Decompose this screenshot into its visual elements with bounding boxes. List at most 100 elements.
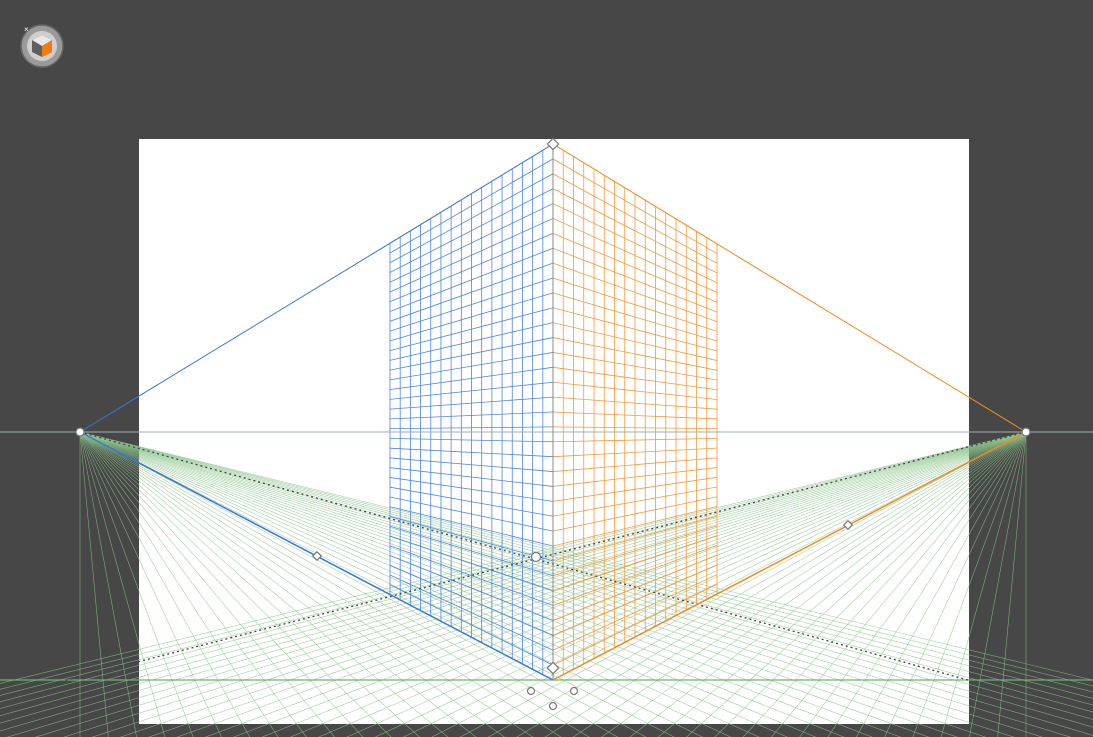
- right-plane-widget[interactable]: [569, 686, 579, 696]
- ground-grid-line: [79, 431, 1093, 699]
- ground-grid-line: [79, 431, 307, 737]
- ground-grid-line: [79, 431, 137, 737]
- ground-grid-line: [79, 431, 279, 737]
- ground-grid-line: [79, 431, 1093, 736]
- handles: [75, 137, 1031, 711]
- ground-grid-line: [79, 431, 1093, 681]
- guide-dotted-right: [59, 431, 1027, 683]
- ground-grid-line: [79, 431, 647, 737]
- ground-grid-line: [148, 431, 1027, 737]
- ground-grid-line: [686, 431, 1027, 737]
- ground-grid-line: [79, 431, 335, 737]
- ground-grid-line: [91, 431, 1027, 737]
- ground-grid-line: [79, 431, 1043, 737]
- ground-grid-line: [0, 431, 1027, 732]
- ground-grid-line: [0, 431, 1027, 684]
- ground-grid-line: [572, 431, 1027, 737]
- ground-grid-line: [79, 431, 505, 737]
- ground-grid-line: [63, 431, 1027, 737]
- ground-grid-line: [79, 431, 958, 737]
- ground-grid-line: [79, 431, 1093, 728]
- left-extent-handle[interactable]: [311, 550, 323, 562]
- ground-grid-line: [79, 431, 590, 737]
- ground-grid-line: [799, 431, 1027, 737]
- ground-grid-line: [79, 431, 364, 737]
- ground-grid-line: [79, 431, 788, 737]
- ground-grid-line: [233, 431, 1027, 737]
- ground-grid-line: [119, 431, 1027, 737]
- plane-switching-widget[interactable]: ×: [20, 24, 64, 68]
- ground-grid-line: [0, 431, 1027, 724]
- ground-grid-line: [827, 431, 1027, 737]
- ground-grid-line: [629, 431, 1027, 737]
- left-vanishing-point[interactable]: [75, 427, 85, 437]
- ground-grid-line: [884, 431, 1027, 737]
- ground-grid-line: [79, 431, 420, 737]
- ground-grid-line: [79, 431, 675, 737]
- ground-grid-line: [374, 431, 1027, 737]
- ground-grid-line: [6, 431, 1027, 737]
- ground-grid-line: [79, 431, 619, 737]
- ground-grid-line: [79, 431, 449, 737]
- ground-handle[interactable]: [546, 661, 560, 675]
- ground-grid-line: [657, 431, 1027, 737]
- left-top-edge: [79, 143, 554, 433]
- ground-grid-line: [742, 431, 1027, 737]
- ground-grid-line: [969, 431, 1027, 737]
- ground-grid-line: [0, 431, 1027, 716]
- ground-grid-line: [79, 431, 1093, 706]
- ground-grid-line: [79, 431, 873, 737]
- ground-grid-line: [289, 431, 1027, 737]
- ground-grid-line: [204, 431, 1027, 737]
- ground-grid-line: [79, 431, 1093, 720]
- right-extent-handle[interactable]: [842, 519, 854, 531]
- ground-grid-line: [0, 431, 1027, 690]
- ground-grid-line: [79, 431, 930, 737]
- right-ground-edge: [552, 431, 1027, 681]
- ground-grid-line: [0, 431, 1027, 696]
- grid-cell-handle[interactable]: [530, 551, 542, 563]
- ground-grid-line: [997, 431, 1027, 737]
- ground-grid-line: [0, 431, 1027, 703]
- ground-grid-line: [403, 431, 1027, 737]
- right-vanishing-point[interactable]: [1021, 427, 1031, 437]
- ground-grid-line: [912, 431, 1027, 737]
- ground-grid-line: [855, 431, 1027, 737]
- ground-grid-line: [79, 431, 703, 737]
- ground-grid-line: [79, 431, 1015, 737]
- ground-grid-line: [79, 431, 392, 737]
- ground-grid-line: [544, 431, 1027, 737]
- ground-grid-line: [176, 431, 1027, 737]
- ground-plane-widget[interactable]: [548, 701, 558, 711]
- ground-grid-line: [601, 431, 1027, 737]
- ground-grid-line: [714, 431, 1027, 737]
- widget-top-face: [32, 35, 52, 46]
- ground-grid-line: [34, 431, 1027, 737]
- ground-grid-line: [79, 431, 477, 737]
- ground-grid-line: [79, 431, 222, 737]
- ground-grid-line: [79, 431, 902, 737]
- ground-grid-line: [79, 431, 817, 737]
- ground-grid-line: [79, 431, 534, 737]
- ground-grid-line: [79, 431, 1093, 687]
- ground-grid-line: [516, 431, 1027, 737]
- ground-grid-line: [771, 431, 1027, 737]
- left-plane-widget[interactable]: [526, 686, 536, 696]
- ground-grid-line: [79, 431, 166, 737]
- ground-grid-line: [346, 431, 1027, 737]
- ground-grid-line: [318, 431, 1027, 737]
- ground-grid-line: [431, 431, 1027, 737]
- ground-grid-line: [79, 431, 194, 737]
- ground-grid-line: [79, 431, 562, 737]
- top-handle[interactable]: [546, 137, 560, 151]
- widget-close[interactable]: ×: [24, 25, 29, 34]
- widget-active-face: [42, 40, 52, 57]
- ground-grid-line: [79, 431, 1093, 713]
- ground-grid-line: [459, 431, 1027, 737]
- ground-grid-line: [79, 431, 1072, 737]
- ground-grid-line: [79, 431, 109, 737]
- right-top-edge: [552, 143, 1027, 433]
- ground-grid-line: [79, 431, 987, 737]
